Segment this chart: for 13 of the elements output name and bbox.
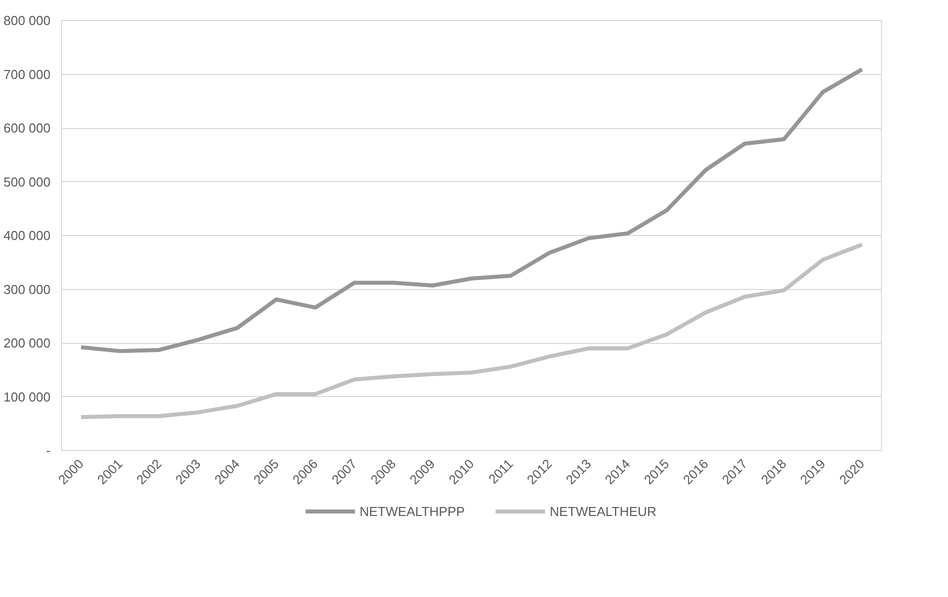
y-tick-label: 300 000 <box>4 282 51 297</box>
y-tick-label: 700 000 <box>4 66 51 82</box>
y-tick-label: 600 000 <box>4 120 51 136</box>
y-tick-label: 100 000 <box>4 389 51 404</box>
y-tick-label: 500 000 <box>4 174 51 190</box>
legend-label: NETWEALTHEUR <box>550 504 656 518</box>
y-tick-label: 400 000 <box>4 228 51 243</box>
line-series <box>79 67 864 354</box>
line-series <box>79 242 864 420</box>
legend-label: NETWEALTHPPP <box>360 504 465 518</box>
y-tick-label: - <box>46 443 51 458</box>
y-tick-label: 800 000 <box>4 13 51 28</box>
y-tick-label: 200 000 <box>4 336 51 350</box>
